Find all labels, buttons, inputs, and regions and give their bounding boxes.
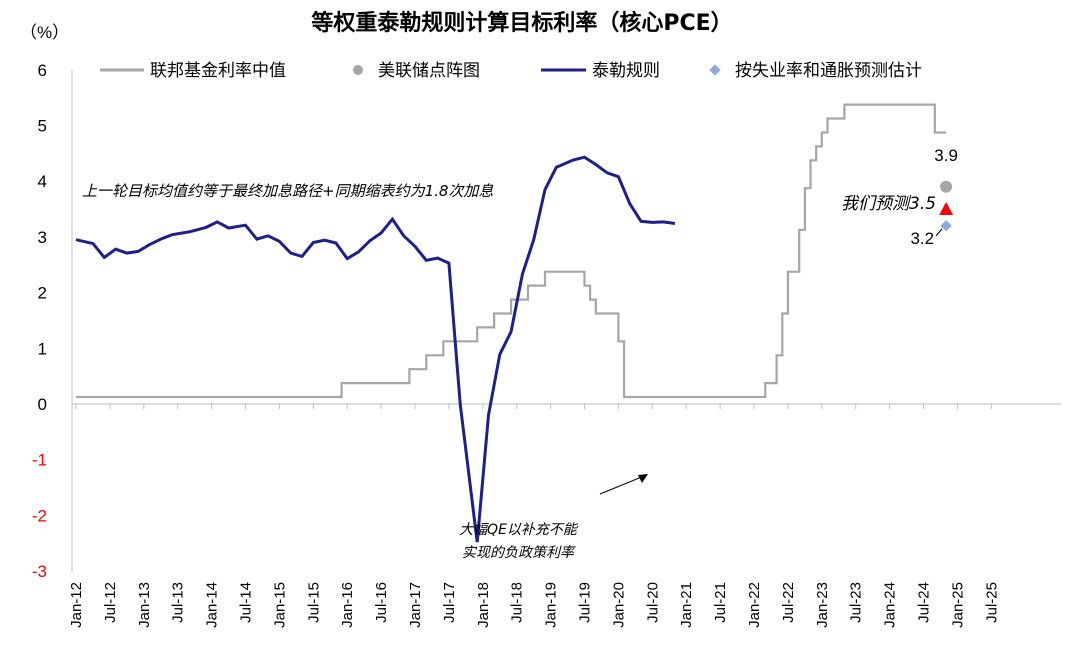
y-tick-label: 1	[38, 339, 47, 358]
x-tick-label: Jul-15	[305, 582, 322, 623]
x-tick-label: Jul-18	[509, 582, 526, 623]
legend-dot-plot-label: 美联储点阵图	[378, 61, 480, 81]
annotation-arrow-head	[638, 474, 648, 483]
chart-title: 等权重泰勒规则计算目标利率（核心PCE）	[311, 10, 732, 36]
x-tick-label: Jul-19	[577, 582, 594, 623]
x-tick-label: Jul-22	[780, 582, 797, 623]
x-tick-label: Jan-17	[407, 582, 424, 628]
legend: 联邦基金利率中值 美联储点阵图 泰勒规则 按失业率和通胀预测估计	[100, 61, 922, 81]
estimate-value-label: 3.2	[910, 229, 934, 248]
dot-plot-marker	[940, 180, 953, 193]
legend-fed-funds-label: 联邦基金利率中值	[150, 61, 286, 81]
x-tick-label: Jan-16	[339, 582, 356, 628]
x-tick-label: Jul-25	[983, 582, 1000, 623]
y-tick-label: 6	[38, 61, 47, 80]
legend-dot-plot-marker	[353, 65, 363, 75]
x-tick-label: Jul-16	[373, 582, 390, 623]
y-tick-label: 0	[38, 395, 47, 414]
dot-plot-value-label: 3.9	[934, 146, 958, 165]
x-tick-label: Jan-20	[610, 582, 627, 628]
y-tick-label: -3	[32, 562, 47, 581]
y-tick-label: -2	[32, 506, 47, 525]
x-tick-label: Jul-20	[644, 582, 661, 623]
our-forecast-label: 我们预测3.5	[841, 194, 936, 214]
x-tick-label: Jan-12	[68, 582, 85, 628]
estimate-leader-line	[935, 228, 943, 237]
x-tick-label: Jul-14	[238, 582, 255, 623]
x-tick-label: Jul-13	[170, 582, 187, 623]
x-tick-label: Jul-21	[712, 582, 729, 623]
x-tick-label: Jan-21	[678, 582, 695, 628]
fed-funds-line	[76, 103, 947, 399]
y-tick-label: 2	[38, 284, 47, 303]
x-tick-label: Jan-18	[475, 582, 492, 628]
our-forecast-marker	[939, 202, 954, 216]
y-tick-label: 5	[38, 117, 47, 136]
x-tick-label: Jan-19	[543, 582, 560, 628]
y-tick-label: -1	[32, 451, 47, 470]
x-tick-label: Jul-17	[441, 582, 458, 623]
x-ticks: Jan-12 Jul-12 Jan-13 Jul-13 Jan-14 Jul-14 Jan-…	[68, 404, 1000, 628]
estimate-marker	[940, 220, 952, 232]
legend-estimate-marker	[709, 64, 721, 76]
y-ticks: 6 5 4 3 2 1 0 -1 -2 -3	[32, 61, 47, 581]
x-tick-label: Jul-24	[916, 582, 933, 623]
x-tick-label: Jan-15	[271, 582, 288, 628]
legend-estimate-label: 按失业率和通胀预测估计	[735, 61, 922, 81]
taylor-rule-line	[75, 155, 676, 543]
x-tick-label: Jan-14	[204, 582, 221, 628]
annotation-hike-equivalent: 上一轮目标均值约等于最终加息路径+同期缩表约为1.8次加息	[82, 182, 493, 200]
y-tick-label: 3	[38, 228, 47, 247]
y-axis-unit: （%）	[20, 23, 69, 42]
x-tick-label: Jan-22	[746, 582, 763, 628]
x-tick-label: Jan-23	[814, 582, 831, 628]
y-tick-label: 4	[38, 172, 47, 191]
x-tick-label: Jan-25	[949, 582, 966, 628]
annotation-qe-line1: 大幅QE以补充不能	[459, 522, 579, 538]
annotation-arrow-line	[599, 475, 645, 495]
x-tick-label: Jul-23	[848, 582, 865, 623]
legend-taylor-label: 泰勒规则	[592, 61, 660, 81]
x-tick-label: Jan-13	[136, 582, 153, 628]
annotation-qe-line2: 实现的负政策利率	[462, 545, 576, 561]
x-tick-label: Jul-12	[102, 582, 119, 623]
x-tick-label: Jan-24	[882, 582, 899, 628]
